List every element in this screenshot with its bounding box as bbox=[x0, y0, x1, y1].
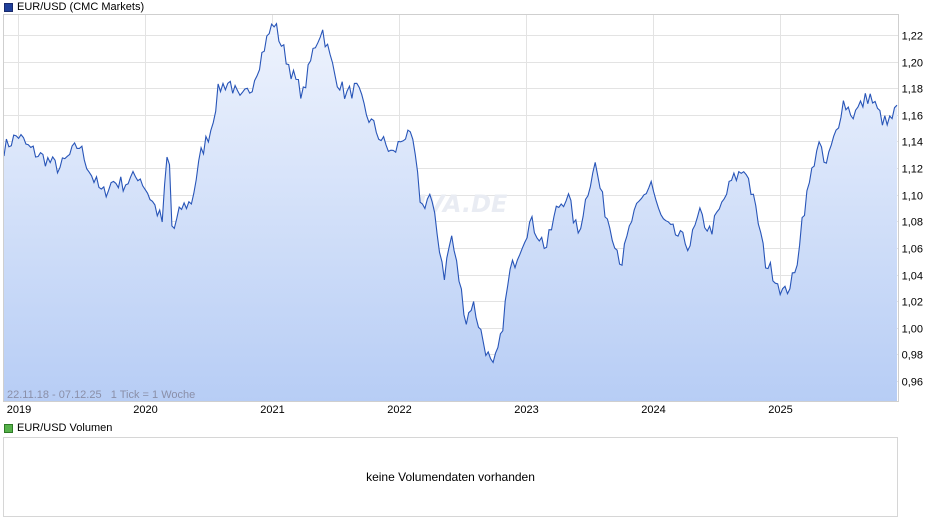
x-tick-label: 2021 bbox=[260, 404, 284, 416]
x-tick-label: 2022 bbox=[387, 404, 411, 416]
y-tick-label: 1,16 bbox=[902, 111, 923, 123]
volume-legend-label: EUR/USD Volumen bbox=[17, 422, 113, 434]
plot-frame bbox=[3, 14, 899, 402]
y-tick-label: 1,06 bbox=[902, 244, 923, 256]
y-axis: 1,22 1,20 1,18 1,16 1,14 1,12 1,10 1,08 1,06 1,04… bbox=[902, 31, 923, 389]
y-tick-label: 1,08 bbox=[902, 217, 923, 229]
x-tick-label: 2020 bbox=[133, 404, 157, 416]
volume-panel: keine Volumendaten vorhanden bbox=[3, 437, 898, 517]
y-tick-label: 0,98 bbox=[902, 350, 923, 362]
y-tick-label: 1,14 bbox=[902, 137, 923, 149]
x-tick-label: 2024 bbox=[641, 404, 665, 416]
y-tick-label: 1,04 bbox=[902, 271, 923, 283]
legend-swatch-green bbox=[4, 423, 13, 433]
price-area bbox=[4, 23, 897, 401]
y-tick-label: 1,12 bbox=[902, 164, 923, 176]
price-legend: EUR/USD (CMC Markets) bbox=[4, 0, 144, 14]
range-info: 22.11.18 - 07.12.25 1 Tick = 1 Woche bbox=[7, 389, 195, 401]
legend-swatch-blue bbox=[4, 2, 13, 12]
y-tick-label: 1,10 bbox=[902, 191, 923, 203]
volume-legend: EUR/USD Volumen bbox=[4, 421, 112, 435]
price-legend-label: EUR/USD (CMC Markets) bbox=[17, 1, 145, 13]
y-tick-label: 1,18 bbox=[902, 84, 923, 96]
y-tick-label: 1,00 bbox=[902, 324, 923, 336]
no-volume-message: keine Volumendaten vorhanden bbox=[366, 470, 535, 484]
x-tick-label: 2023 bbox=[514, 404, 538, 416]
price-line bbox=[3, 22, 898, 364]
x-axis: 2019 2020 2021 2022 2023 2024 2025 bbox=[7, 404, 793, 416]
y-tick-label: 1,22 bbox=[902, 31, 923, 43]
y-tick-label: 1,02 bbox=[902, 297, 923, 309]
y-tick-label: 1,20 bbox=[902, 58, 923, 70]
x-tick-label: 2019 bbox=[7, 404, 31, 416]
y-tick-label: 0,96 bbox=[902, 377, 923, 389]
x-tick-label: 2025 bbox=[768, 404, 792, 416]
